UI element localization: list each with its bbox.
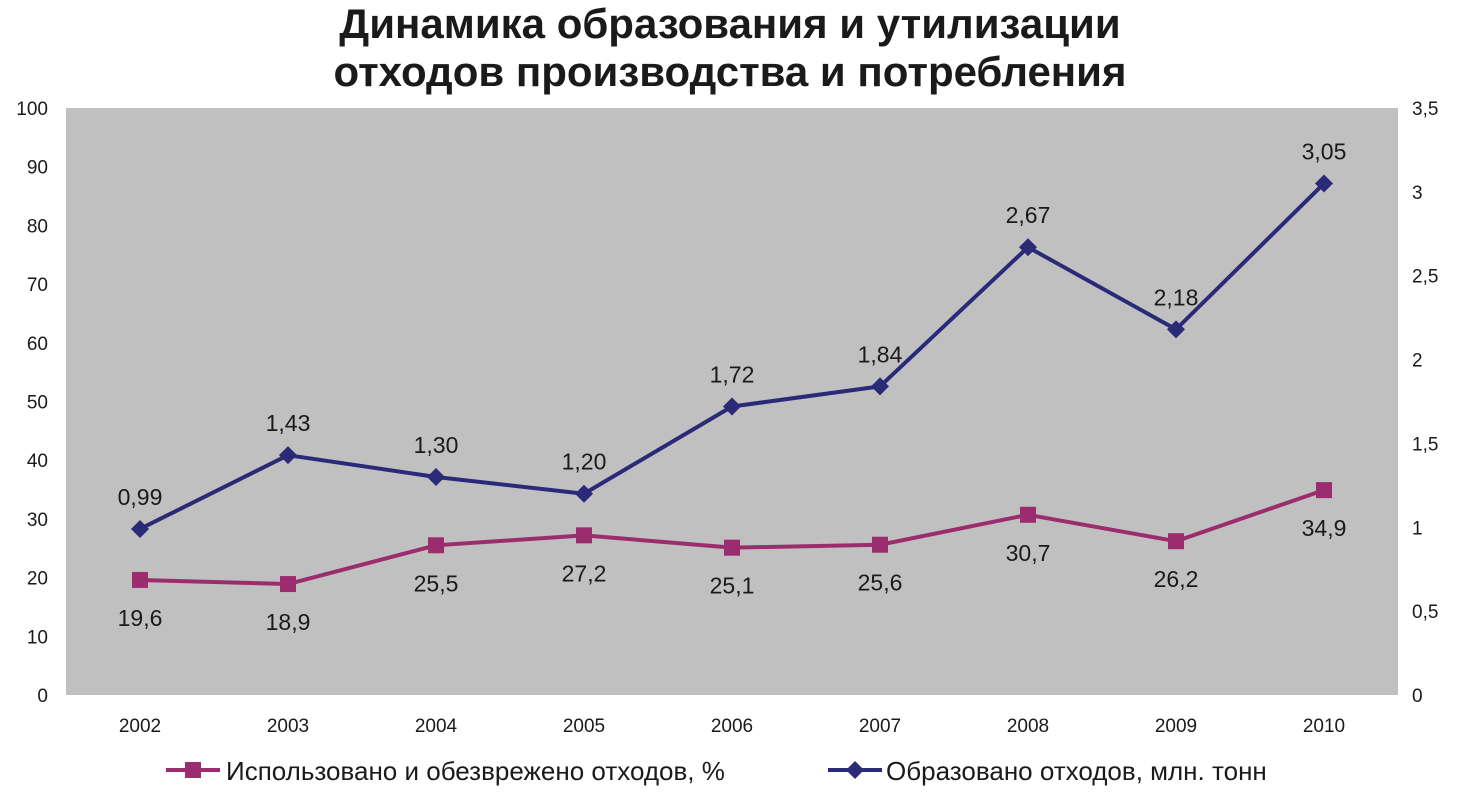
data-label: 0,99	[118, 484, 163, 510]
x-tick-label: 2003	[267, 716, 309, 737]
x-tick-label: 2002	[119, 716, 161, 737]
left-tick-label: 0	[37, 686, 48, 707]
chart-title-line-2: отходов производства и потребления	[333, 48, 1126, 95]
right-tick-label: 1	[1412, 518, 1423, 539]
x-tick-label: 2005	[563, 716, 605, 737]
data-label: 1,84	[858, 341, 903, 367]
legend: Использовано и обезврежено отходов, % Обр…	[166, 756, 1267, 786]
data-label: 1,72	[710, 362, 755, 388]
x-tick-label: 2008	[1007, 716, 1049, 737]
data-point-diamond	[1019, 238, 1037, 257]
series-layer: 19,6 18,9 25,5 27,2 25,1 25,6 30,7 26,2 34,9 0,99…	[118, 138, 1347, 635]
data-point-square	[1168, 533, 1184, 550]
left-axis: 0 10 20 30 40 50 60 70 80 90 100	[16, 99, 48, 707]
legend-label: Образовано отходов, млн. тонн	[886, 756, 1267, 786]
left-tick-label: 10	[27, 627, 48, 648]
right-tick-label: 0,5	[1412, 602, 1438, 623]
legend-label: Использовано и обезврежено отходов, %	[226, 756, 725, 786]
x-tick-label: 2006	[711, 716, 753, 737]
data-point-square	[872, 536, 888, 553]
chart-title-line-1: Динамика образования и утилизации	[339, 0, 1120, 47]
legend-marker-diamond	[846, 761, 864, 779]
x-tick-label: 2009	[1155, 716, 1197, 737]
data-point-diamond	[131, 519, 149, 538]
data-point-diamond	[1315, 174, 1333, 193]
left-tick-label: 100	[16, 99, 48, 120]
left-tick-label: 80	[27, 216, 48, 237]
right-tick-label: 2	[1412, 351, 1423, 372]
x-tick-label: 2004	[415, 716, 458, 737]
data-label: 25,6	[858, 570, 903, 596]
data-point-diamond	[427, 467, 445, 486]
data-label: 3,05	[1302, 138, 1347, 164]
data-label: 26,2	[1154, 566, 1199, 592]
legend-marker-square	[185, 762, 201, 778]
data-point-square	[280, 576, 296, 593]
data-label: 1,43	[266, 410, 311, 436]
data-label: 19,6	[118, 605, 163, 631]
data-point-square	[132, 571, 148, 588]
data-point-diamond	[871, 377, 889, 396]
left-tick-label: 30	[27, 510, 48, 531]
data-point-square	[1316, 482, 1332, 499]
data-point-diamond	[723, 397, 741, 416]
right-tick-label: 0	[1412, 686, 1423, 707]
left-tick-label: 40	[27, 451, 48, 472]
x-tick-label: 2007	[859, 716, 901, 737]
data-label: 25,5	[414, 570, 459, 596]
data-label: 30,7	[1006, 540, 1051, 566]
right-tick-label: 3,5	[1412, 99, 1438, 120]
data-label: 34,9	[1302, 515, 1347, 541]
left-tick-label: 70	[27, 275, 48, 296]
data-label: 25,1	[710, 573, 755, 599]
left-tick-label: 20	[27, 569, 48, 590]
x-axis: 2002 2003 2004 2005 2006 2007 2008 2009 2010	[119, 716, 1345, 737]
data-point-square	[576, 527, 592, 544]
data-point-square	[428, 537, 444, 554]
data-label: 2,67	[1006, 202, 1051, 228]
left-tick-label: 60	[27, 334, 48, 355]
data-label: 2,18	[1154, 284, 1199, 310]
right-tick-label: 3	[1412, 183, 1423, 204]
left-tick-label: 50	[27, 393, 48, 414]
data-label: 1,30	[414, 432, 459, 458]
right-axis: 0 0,5 1 1,5 2 2,5 3 3,5	[1412, 99, 1438, 707]
data-point-diamond	[279, 446, 297, 465]
right-tick-label: 1,5	[1412, 434, 1438, 455]
right-tick-label: 2,5	[1412, 267, 1438, 288]
x-tick-label: 2010	[1303, 716, 1345, 737]
left-tick-label: 90	[27, 158, 48, 179]
data-point-diamond	[575, 484, 593, 503]
data-point-square	[724, 539, 740, 556]
data-point-diamond	[1167, 320, 1185, 339]
data-point-square	[1020, 506, 1036, 523]
data-label: 1,20	[562, 449, 607, 475]
data-label: 27,2	[562, 560, 607, 586]
data-label: 18,9	[266, 609, 311, 635]
